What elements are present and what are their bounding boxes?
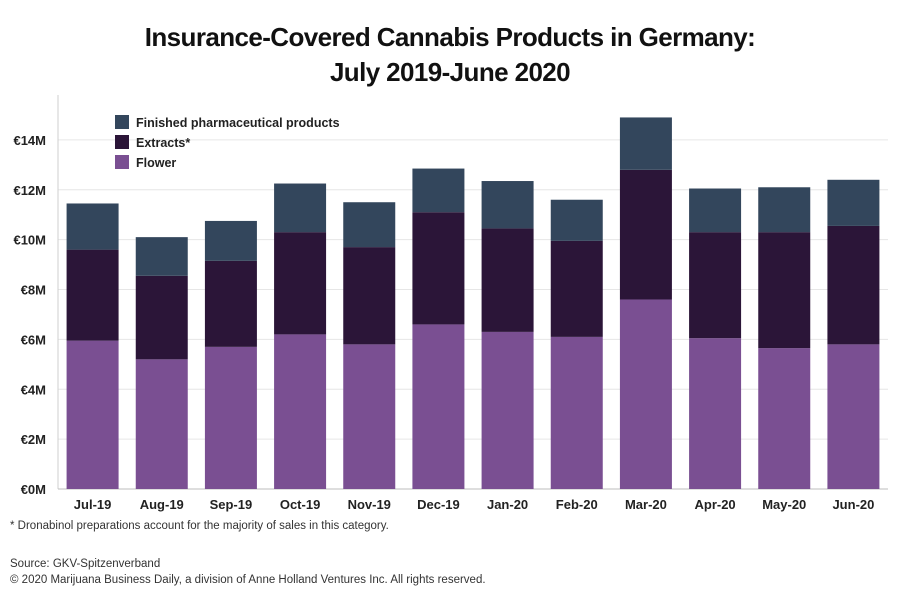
y-tick-label: €2M — [21, 432, 46, 447]
bar-segment-extracts — [135, 275, 188, 360]
bar-segment-flower — [135, 359, 188, 489]
bar-segment-flower — [204, 346, 257, 489]
bar-segment-flower — [412, 324, 465, 489]
bar-segment-flower — [66, 340, 119, 489]
y-tick-label: €10M — [13, 233, 46, 248]
y-tick-label: €12M — [13, 183, 46, 198]
bar-segment-extracts — [758, 232, 811, 349]
x-tick-label: Dec-19 — [417, 497, 460, 512]
bar-segment-extracts — [827, 225, 880, 345]
bar-segment-finished-pharmaceutical-products — [204, 220, 257, 261]
bar-segment-extracts — [689, 232, 742, 339]
bar-segment-extracts — [204, 260, 257, 347]
y-tick-label: €8M — [21, 283, 46, 298]
y-tick-label: €0M — [21, 482, 46, 497]
bar-segment-finished-pharmaceutical-products — [550, 199, 603, 241]
x-tick-label: Jan-20 — [487, 497, 528, 512]
y-tick-label: €14M — [13, 133, 46, 148]
x-tick-label: Feb-20 — [556, 497, 598, 512]
bar-segment-flower — [619, 299, 672, 489]
x-tick-label: Nov-19 — [348, 497, 391, 512]
bar-segment-flower — [827, 344, 880, 489]
x-tick-label: May-20 — [762, 497, 806, 512]
x-tick-label: Apr-20 — [694, 497, 735, 512]
chart-title-line-1: Insurance-Covered Cannabis Products in G… — [144, 22, 756, 52]
bar-segment-finished-pharmaceutical-products — [758, 187, 811, 233]
x-tick-label: Mar-20 — [625, 497, 667, 512]
bar-segment-extracts — [481, 228, 534, 332]
bar-segment-finished-pharmaceutical-products — [619, 117, 672, 170]
bar-segment-finished-pharmaceutical-products — [343, 202, 396, 248]
bar-segment-flower — [343, 344, 396, 489]
bar-segment-finished-pharmaceutical-products — [827, 179, 880, 226]
y-tick-label: €6M — [21, 332, 46, 347]
bar-segment-finished-pharmaceutical-products — [274, 183, 327, 233]
legend-label: Finished pharmaceutical products — [136, 116, 340, 130]
x-tick-label: Jul-19 — [74, 497, 112, 512]
bar-segment-flower — [689, 338, 742, 489]
legend-swatch — [115, 155, 129, 169]
legend-label: Extracts* — [136, 136, 190, 150]
bar-segment-finished-pharmaceutical-products — [66, 203, 119, 250]
footnote: * Dronabinol preparations account for th… — [10, 520, 389, 532]
bar-segment-flower — [274, 334, 327, 489]
x-tick-label: Oct-19 — [280, 497, 320, 512]
legend-swatch — [115, 135, 129, 149]
bar-segment-flower — [481, 331, 534, 489]
x-tick-label: Aug-19 — [140, 497, 184, 512]
bar-segment-extracts — [66, 249, 119, 341]
x-tick-label: Sep-19 — [210, 497, 253, 512]
bar-segment-finished-pharmaceutical-products — [412, 168, 465, 213]
copyright-note: © 2020 Marijuana Business Daily, a divis… — [10, 574, 486, 586]
bar-segment-extracts — [550, 240, 603, 337]
bar-segment-extracts — [343, 247, 396, 345]
bar-segment-extracts — [412, 212, 465, 325]
chart-title-line-2: July 2019-June 2020 — [329, 57, 571, 87]
source-note: Source: GKV-Spitzenverband — [10, 558, 161, 570]
bar-segment-flower — [758, 348, 811, 489]
x-tick-label: Jun-20 — [832, 497, 874, 512]
bar-segment-extracts — [274, 232, 327, 335]
legend-swatch — [115, 115, 129, 129]
y-tick-label: €4M — [21, 382, 46, 397]
bar-segment-extracts — [619, 169, 672, 300]
legend-label: Flower — [136, 156, 176, 170]
bar-segment-flower — [550, 336, 603, 489]
bar-segment-finished-pharmaceutical-products — [481, 181, 534, 229]
bar-segment-finished-pharmaceutical-products — [689, 188, 742, 233]
bar-segment-finished-pharmaceutical-products — [135, 237, 188, 276]
